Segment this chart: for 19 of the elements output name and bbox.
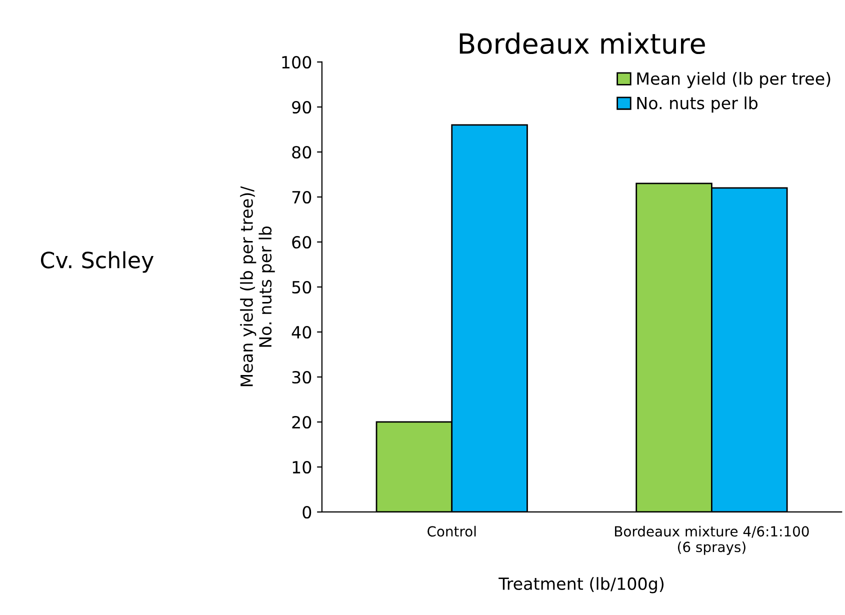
y-tick-label: 100 — [282, 56, 312, 69]
x-tick-label: Bordeaux mixture 4/6:1:100 (6 sprays) — [615, 526, 809, 555]
y-tick-label: 50 — [292, 280, 312, 294]
y-tick-label: 70 — [292, 190, 312, 204]
y-tick-label: 40 — [292, 326, 312, 339]
y-tick-label: 10 — [292, 460, 312, 474]
x-axis-title: Treatment (lb/100g) — [498, 577, 664, 594]
y-tick-label: 30 — [292, 370, 312, 384]
chart-title: Bordeaux mixture — [460, 32, 705, 54]
y-tick-label: 60 — [292, 236, 312, 249]
y-tick-label: 0 — [302, 506, 312, 519]
y-tick-label: 90 — [292, 100, 312, 114]
y-tick-label: 20 — [292, 416, 312, 429]
y-tick-label: 80 — [292, 146, 312, 159]
y-axis-title: Mean yield (lb per tree)/ No. nuts per lb — [240, 186, 275, 386]
x-tick-label: Control — [428, 526, 476, 537]
legend-label: No. nuts per lb — [637, 96, 758, 113]
legend-label: Mean yield (lb per tree) — [637, 72, 830, 88]
text: Cv. Schley — [40, 251, 154, 273]
